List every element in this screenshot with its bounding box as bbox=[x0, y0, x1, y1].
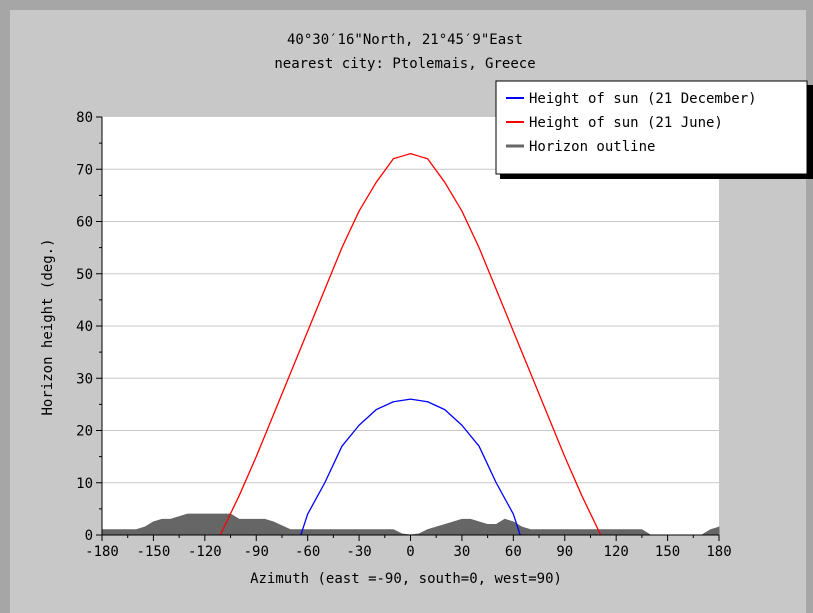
x-tick-label: -30 bbox=[346, 544, 371, 560]
y-tick-label: 10 bbox=[76, 476, 93, 492]
series-horizon-outline bbox=[101, 513, 720, 536]
legend: Height of sun (21 December) Height of su… bbox=[495, 80, 813, 179]
y-tick-label: 0 bbox=[85, 528, 93, 544]
horizon-layer bbox=[101, 513, 720, 536]
y-tick-label: 50 bbox=[76, 267, 93, 283]
x-tick-label: 30 bbox=[453, 544, 470, 560]
grid-lines bbox=[102, 168, 719, 484]
x-tick-label: 150 bbox=[655, 544, 680, 560]
y-axis-label: Horizon height (deg.) bbox=[40, 238, 56, 415]
legend-label-june: Height of sun (21 June) bbox=[529, 115, 723, 131]
x-axis-label: Azimuth (east =-90, south=0, west=90) bbox=[250, 571, 562, 587]
chart-title-coordinates: 40°30′16"North, 21°45′9"East bbox=[287, 32, 523, 48]
y-tick-label: 20 bbox=[76, 424, 93, 440]
x-tick-label: -180 bbox=[85, 544, 119, 560]
x-tick-label: -60 bbox=[295, 544, 320, 560]
x-tick-label: 60 bbox=[505, 544, 522, 560]
x-tick-label: 180 bbox=[706, 544, 731, 560]
legend-box bbox=[495, 80, 808, 175]
x-tick-label: -90 bbox=[244, 544, 269, 560]
x-tick-label: 90 bbox=[556, 544, 573, 560]
series-layer bbox=[219, 152, 602, 536]
legend-label-horizon: Horizon outline bbox=[529, 139, 655, 155]
x-tick-label: 120 bbox=[604, 544, 629, 560]
x-tick-label: -120 bbox=[188, 544, 222, 560]
series-december-line bbox=[300, 398, 521, 536]
x-tick-label: 0 bbox=[406, 544, 414, 560]
chart-subtitle-city: nearest city: Ptolemais, Greece bbox=[274, 56, 535, 72]
legend-label-december: Height of sun (21 December) bbox=[529, 91, 757, 107]
y-tick-label: 80 bbox=[76, 110, 93, 126]
y-tick-label: 30 bbox=[76, 371, 93, 387]
y-tick-label: 40 bbox=[76, 319, 93, 335]
y-tick-label: 60 bbox=[76, 215, 93, 231]
series-june-line bbox=[219, 152, 602, 536]
ticks: 0 10 20 30 40 50 60 70 80 -180 -150 -120 -90 -60 -30 0 3… bbox=[76, 110, 732, 560]
y-tick-label: 70 bbox=[76, 162, 93, 178]
x-tick-label: -150 bbox=[137, 544, 171, 560]
